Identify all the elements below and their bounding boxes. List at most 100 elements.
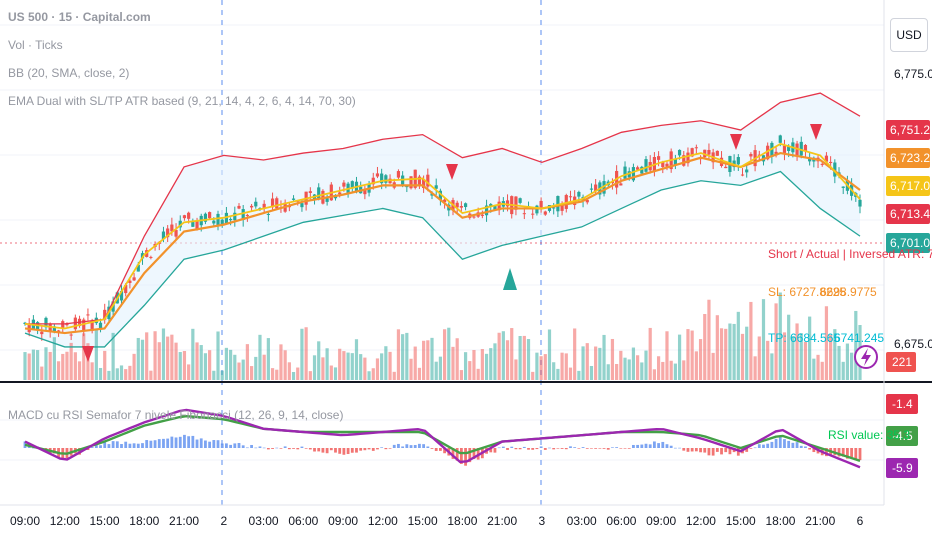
candle-body — [636, 167, 640, 170]
macd-histogram-bar — [208, 441, 212, 448]
macd-histogram-bar — [199, 438, 203, 448]
macd-histogram-bar — [120, 444, 123, 448]
macd-histogram-bar — [581, 447, 585, 448]
volume-bar — [623, 357, 627, 380]
volume-bar — [367, 371, 371, 380]
macd-histogram-bar — [757, 444, 761, 448]
time-axis[interactable]: 09:00 12:00 15:00 18:00 21:00 2 03:00 06:00 09:0… — [10, 514, 864, 528]
candle-body — [52, 326, 56, 333]
candle-body — [128, 280, 132, 283]
macd-histogram-bar — [363, 448, 367, 451]
volume-bar — [686, 329, 690, 380]
macd-histogram-bar — [657, 443, 660, 448]
candle-body — [161, 231, 166, 240]
lightning-icon[interactable] — [854, 345, 878, 369]
candle-body — [191, 220, 195, 227]
candle-body — [493, 205, 497, 211]
volume-bar — [119, 365, 124, 380]
macd-axis[interactable]: -1.4 -4.5 -5.9 — [886, 394, 918, 478]
macd-histogram-bar — [652, 441, 656, 448]
candle-body — [640, 166, 644, 174]
candle-body — [262, 203, 266, 208]
volume-bar — [610, 338, 615, 380]
candle-body — [430, 193, 434, 196]
price-axis[interactable]: 6,775.0 6,675.0 6,751.2 6,723.2 6,717.0 6,713… — [886, 67, 932, 372]
candle-body — [463, 203, 468, 208]
volume-bar — [270, 368, 275, 380]
volume-bar — [463, 352, 468, 380]
candle-body — [434, 185, 438, 189]
time-tick-label: 06:00 — [288, 514, 318, 528]
volume-bar — [128, 365, 132, 380]
macd-histogram-bar — [355, 448, 358, 453]
band-fill-area — [25, 93, 860, 347]
candle-body — [686, 152, 690, 164]
candle-body — [472, 216, 476, 218]
macd-histogram-bar — [422, 444, 426, 448]
sl-label: SL: 6727.8225 — [768, 285, 846, 299]
macd-histogram-bar — [392, 444, 396, 448]
volume-bar — [740, 333, 745, 380]
volume-bar — [371, 368, 375, 380]
macd-histogram-bar — [774, 438, 778, 448]
candle-body — [266, 213, 270, 215]
volume-bar — [560, 352, 564, 380]
candle-body — [338, 192, 342, 195]
volume-bar — [224, 347, 229, 380]
volume-bar — [182, 350, 187, 380]
candle-body — [342, 182, 346, 187]
volume-bar — [359, 354, 363, 380]
candle-body — [799, 141, 803, 156]
candle-body — [480, 214, 484, 216]
candle-body — [124, 284, 128, 294]
volume-bar — [166, 336, 170, 380]
candle-body — [766, 145, 770, 160]
volume-bar — [354, 339, 359, 380]
volume-bar — [829, 334, 833, 380]
price-badge: 6,713.4 — [886, 204, 930, 224]
legend-volume[interactable]: Vol · Ticks — [8, 38, 63, 52]
macd-histogram-bar — [443, 448, 446, 454]
volume-bar — [208, 350, 212, 380]
time-tick-label: 6 — [857, 514, 864, 528]
candle-body — [589, 188, 594, 190]
time-tick-label: 21:00 — [805, 514, 835, 528]
legend-ema-dual[interactable]: EMA Dual with SL/TP ATR based (9, 21, 14… — [8, 94, 356, 108]
candle-body — [422, 179, 426, 189]
volume-bar — [573, 328, 577, 380]
candle-body — [170, 224, 174, 232]
legend-macd[interactable]: MACD cu RSI Semafor 7 nivele Fibonacci (… — [8, 408, 344, 422]
volume-bar — [417, 367, 422, 380]
macd-histogram-bar — [245, 447, 249, 449]
macd-histogram-bar — [459, 448, 463, 464]
candle-body — [224, 212, 229, 224]
macd-histogram-bar — [413, 445, 417, 448]
currency-button[interactable]: USD — [890, 18, 928, 52]
candle-body — [90, 321, 94, 331]
volume-bar — [652, 369, 656, 380]
macd-pane — [23, 408, 862, 469]
legend-bollinger[interactable]: BB (20, SMA, close, 2) — [8, 66, 130, 80]
macd-histogram-bar — [527, 448, 530, 450]
macd-histogram-bar — [711, 448, 715, 456]
volume-bar — [518, 336, 522, 380]
macd-histogram-bar — [401, 446, 405, 448]
symbol-title[interactable]: US 500 · 15 · Capital.com — [8, 10, 151, 24]
macd-histogram-bar — [254, 447, 258, 449]
sell-signal-arrow — [82, 346, 94, 362]
macd-histogram-bar — [195, 439, 199, 448]
volume-bar — [698, 339, 703, 380]
macd-histogram-bar — [594, 448, 598, 449]
candle-body — [119, 290, 124, 301]
volume-bar — [795, 323, 799, 380]
macd-histogram-bar — [623, 448, 627, 449]
svg-text:-4.5: -4.5 — [892, 429, 913, 443]
macd-histogram-bar — [573, 447, 577, 448]
macd-histogram-bar — [128, 443, 132, 448]
volume-bar — [556, 368, 560, 380]
volume-bar — [841, 361, 845, 380]
candle-body — [745, 169, 749, 173]
volume-bar — [606, 364, 610, 380]
volume-bar — [850, 352, 854, 380]
